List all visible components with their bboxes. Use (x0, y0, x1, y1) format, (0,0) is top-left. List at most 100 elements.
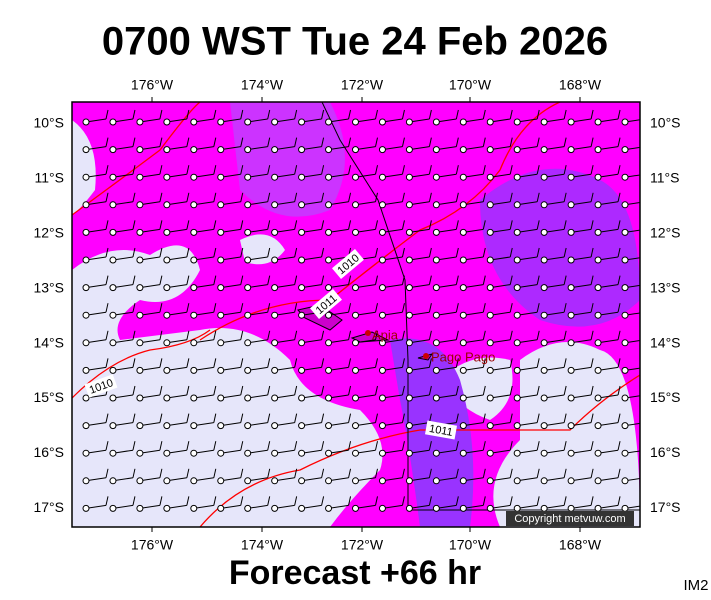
station (325, 201, 333, 209)
station (136, 173, 144, 181)
barb-flag (617, 468, 621, 478)
station (459, 477, 467, 485)
barb-flag (213, 109, 217, 120)
barb-flag (563, 275, 567, 285)
station (567, 366, 575, 374)
station (540, 118, 548, 126)
station (244, 256, 252, 264)
barb-flag (563, 468, 567, 478)
barb-flag (186, 330, 190, 340)
station (244, 118, 252, 126)
barb-flag (267, 413, 271, 423)
wind-barbs (82, 109, 640, 512)
barb-flag (590, 413, 594, 423)
station (486, 339, 494, 347)
station (486, 118, 494, 126)
station (459, 504, 467, 512)
station (594, 173, 602, 181)
station (136, 118, 144, 126)
barb-flag (375, 137, 378, 147)
barb-flag (132, 358, 136, 368)
station (352, 146, 359, 154)
barb-flag (213, 165, 217, 175)
station (405, 394, 413, 402)
station (352, 366, 359, 374)
barb-flag (240, 192, 244, 202)
barb-flag (428, 441, 432, 451)
barb-flag (482, 303, 486, 313)
station (325, 339, 333, 347)
station (82, 339, 90, 347)
station (486, 146, 494, 154)
station (378, 422, 386, 430)
station (486, 201, 494, 209)
barb-flag (213, 358, 217, 368)
barb-flag (401, 220, 405, 230)
station (567, 284, 575, 292)
barb-flag (455, 358, 459, 368)
barb-flag (482, 413, 486, 423)
barb-flag (455, 496, 459, 506)
station (567, 504, 575, 512)
latitude-label: 10°S (33, 115, 64, 131)
station (163, 228, 171, 236)
station (594, 394, 602, 402)
barb-flag (294, 441, 298, 451)
barb-flag (536, 330, 540, 340)
barb-flag (159, 330, 163, 340)
barb-flag (186, 247, 190, 258)
barb-flag (590, 441, 594, 451)
station (217, 146, 225, 154)
barb-flag (536, 413, 540, 423)
latitude-label: 13°S (650, 279, 681, 295)
station (513, 146, 521, 154)
station (82, 366, 90, 374)
barb-flag (105, 165, 109, 175)
barb-flag (536, 247, 540, 258)
barb-flag (267, 275, 271, 285)
barb-flag (617, 220, 621, 230)
station (298, 366, 306, 374)
barb-flag (536, 275, 540, 285)
station (621, 284, 629, 292)
station (621, 394, 629, 402)
station (244, 449, 252, 457)
barb-flag (213, 192, 217, 202)
station (594, 477, 602, 485)
station (109, 477, 117, 485)
barb-flag (482, 441, 486, 451)
forecast-label: Forecast +66 hr (229, 554, 481, 592)
station (378, 394, 386, 402)
barb-flag (240, 468, 244, 478)
barb-flag (563, 220, 567, 230)
station (82, 394, 90, 402)
station (540, 394, 548, 402)
station (378, 339, 386, 347)
station (163, 449, 171, 457)
barb-flag (159, 137, 163, 147)
barb-flag (186, 109, 190, 120)
longitude-label: 176°W (131, 537, 174, 553)
station (298, 173, 306, 181)
barb-flag (159, 441, 163, 451)
barb-flag (294, 220, 298, 230)
barb-flag (294, 109, 298, 120)
barb-flag (375, 468, 378, 478)
station (109, 146, 117, 154)
station (621, 118, 629, 126)
station (486, 504, 494, 512)
station (271, 284, 279, 292)
barb-flag (617, 165, 621, 175)
barb-flag (348, 109, 352, 120)
barb-flag (428, 137, 432, 147)
isobar (199, 102, 561, 341)
station (163, 422, 171, 430)
station (513, 394, 521, 402)
station (271, 228, 279, 236)
station (621, 504, 629, 512)
station (486, 284, 494, 292)
station (540, 449, 548, 457)
station (271, 201, 279, 209)
station (190, 339, 198, 347)
station (244, 422, 252, 430)
